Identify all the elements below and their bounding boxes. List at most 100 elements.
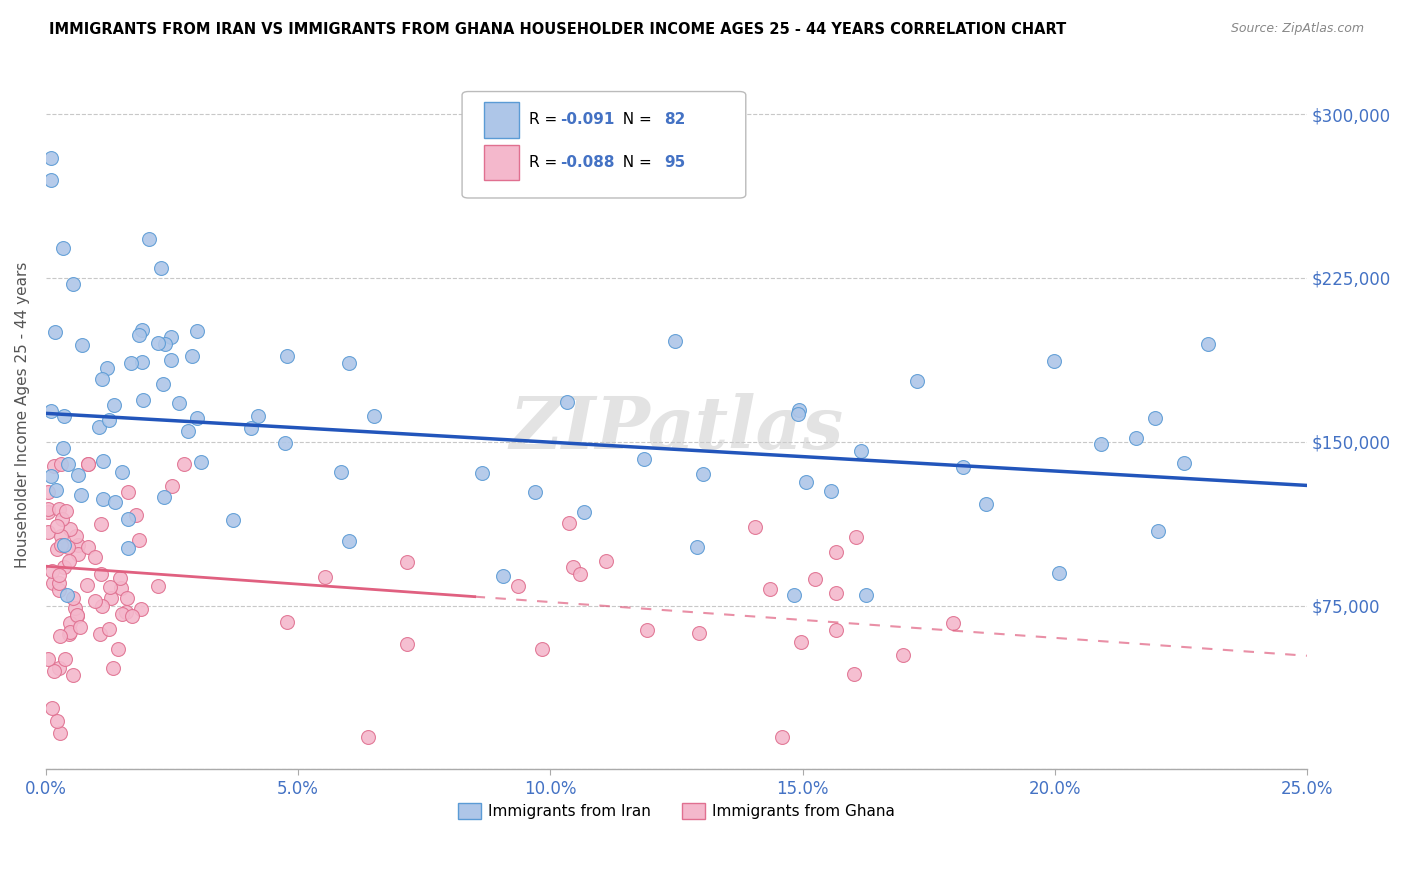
Point bbox=[84, 550, 107, 565]
Point bbox=[66, 608, 89, 623]
Point bbox=[787, 403, 810, 417]
Text: 95: 95 bbox=[664, 155, 685, 170]
Point bbox=[58, 554, 80, 568]
Point bbox=[114, 605, 136, 619]
FancyBboxPatch shape bbox=[484, 145, 519, 180]
Point bbox=[52, 538, 75, 552]
Point bbox=[96, 361, 118, 376]
Text: N =: N = bbox=[613, 155, 657, 170]
Point bbox=[129, 602, 152, 616]
Point bbox=[471, 466, 494, 480]
Point bbox=[44, 458, 66, 473]
Point bbox=[58, 626, 80, 640]
Point bbox=[76, 540, 98, 554]
Point bbox=[97, 413, 120, 427]
Point bbox=[63, 600, 86, 615]
Point bbox=[508, 579, 530, 593]
Point bbox=[55, 588, 77, 602]
Point bbox=[56, 541, 79, 555]
Point bbox=[558, 516, 581, 530]
Point bbox=[59, 616, 82, 631]
Point bbox=[844, 667, 866, 681]
Point bbox=[121, 609, 143, 624]
Point bbox=[181, 349, 204, 363]
Point bbox=[62, 591, 84, 606]
Point bbox=[48, 661, 70, 675]
Point bbox=[46, 519, 69, 533]
Point bbox=[53, 409, 76, 424]
Point bbox=[339, 356, 361, 370]
Point bbox=[395, 555, 418, 569]
Point bbox=[49, 629, 72, 643]
Point bbox=[555, 394, 578, 409]
Point bbox=[39, 468, 62, 483]
Point bbox=[110, 571, 132, 585]
Point bbox=[688, 626, 710, 640]
Point bbox=[132, 393, 155, 408]
Point bbox=[825, 586, 848, 600]
Point bbox=[186, 410, 208, 425]
Text: R =: R = bbox=[529, 112, 562, 128]
Point bbox=[41, 564, 63, 578]
Point bbox=[153, 337, 176, 351]
Point bbox=[153, 490, 176, 504]
Point bbox=[110, 582, 132, 596]
Point bbox=[55, 504, 77, 518]
Point bbox=[758, 582, 780, 596]
Point bbox=[53, 560, 76, 574]
Point bbox=[849, 444, 872, 458]
Point bbox=[100, 580, 122, 594]
Point bbox=[69, 620, 91, 634]
Text: Source: ZipAtlas.com: Source: ZipAtlas.com bbox=[1230, 22, 1364, 36]
Point bbox=[523, 484, 546, 499]
Point bbox=[942, 615, 965, 630]
Text: N =: N = bbox=[613, 112, 657, 128]
Point bbox=[76, 457, 98, 471]
Point bbox=[239, 421, 262, 435]
Point bbox=[111, 465, 134, 479]
Point bbox=[891, 648, 914, 663]
Point bbox=[787, 407, 810, 421]
Point bbox=[276, 349, 298, 363]
Point bbox=[131, 354, 153, 368]
Point bbox=[572, 506, 595, 520]
Text: IMMIGRANTS FROM IRAN VS IMMIGRANTS FROM GHANA HOUSEHOLDER INCOME AGES 25 - 44 YE: IMMIGRANTS FROM IRAN VS IMMIGRANTS FROM … bbox=[49, 22, 1067, 37]
Point bbox=[1047, 566, 1070, 580]
Point bbox=[395, 637, 418, 651]
Point bbox=[633, 452, 655, 467]
Point bbox=[42, 576, 65, 591]
Point bbox=[160, 478, 183, 492]
Point bbox=[173, 457, 195, 471]
Point bbox=[51, 457, 73, 471]
Point bbox=[51, 512, 73, 526]
Point bbox=[160, 353, 183, 368]
Point bbox=[48, 575, 70, 590]
Point bbox=[363, 409, 385, 424]
Point bbox=[531, 642, 554, 657]
Point bbox=[330, 465, 353, 479]
Point bbox=[789, 635, 811, 649]
Point bbox=[491, 569, 513, 583]
Point bbox=[804, 572, 827, 586]
Point bbox=[117, 541, 139, 555]
Point bbox=[190, 455, 212, 469]
Point bbox=[337, 534, 360, 549]
Point bbox=[48, 502, 70, 516]
Point bbox=[84, 594, 107, 608]
Point bbox=[115, 591, 138, 605]
Point bbox=[62, 277, 84, 291]
Text: -0.088: -0.088 bbox=[561, 155, 614, 170]
Point bbox=[91, 492, 114, 507]
Point bbox=[37, 525, 59, 540]
Point bbox=[49, 726, 72, 740]
Text: 82: 82 bbox=[664, 112, 685, 128]
Point bbox=[1173, 456, 1195, 470]
Point bbox=[91, 453, 114, 467]
Point bbox=[89, 627, 111, 641]
Text: ZIPatlas: ZIPatlas bbox=[509, 393, 844, 464]
Point bbox=[59, 522, 82, 536]
Point bbox=[952, 460, 974, 475]
Point bbox=[52, 241, 75, 255]
Point bbox=[37, 502, 59, 516]
Point bbox=[1125, 431, 1147, 445]
